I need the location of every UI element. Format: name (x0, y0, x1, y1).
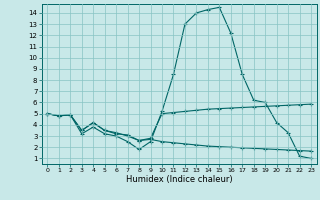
X-axis label: Humidex (Indice chaleur): Humidex (Indice chaleur) (126, 175, 233, 184)
